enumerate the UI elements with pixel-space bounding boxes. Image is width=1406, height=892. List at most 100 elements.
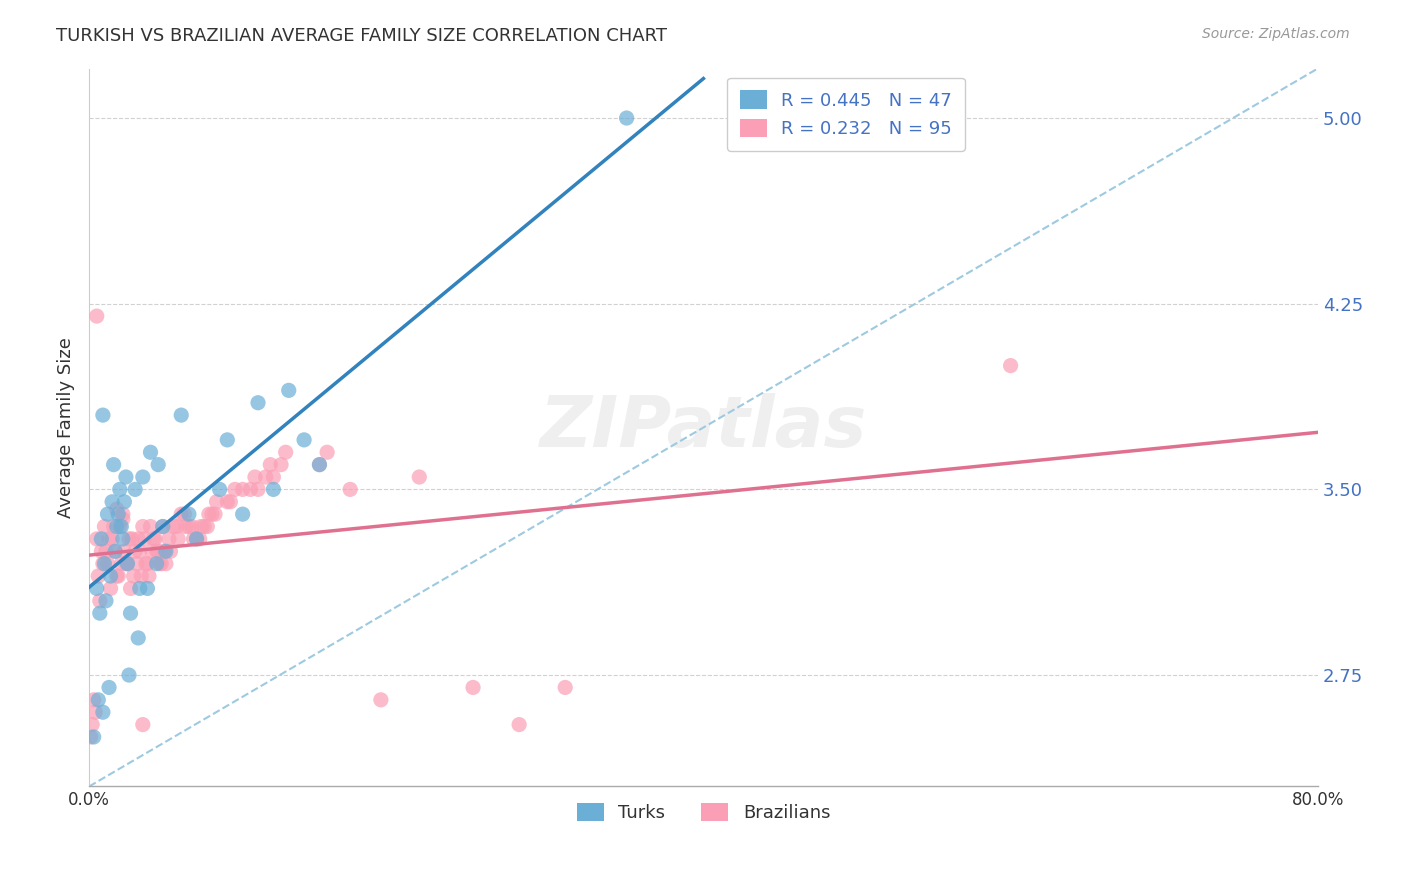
Brazilians xyxy=(262,470,284,484)
Turks xyxy=(262,483,284,497)
Brazilians xyxy=(107,569,129,583)
Turks xyxy=(152,519,174,533)
Brazilians xyxy=(132,519,155,533)
Turks xyxy=(104,544,127,558)
Brazilians xyxy=(136,557,159,571)
Turks xyxy=(170,408,193,422)
Turks xyxy=(155,544,177,558)
Brazilians xyxy=(111,512,134,526)
Brazilians xyxy=(232,483,254,497)
Brazilians xyxy=(86,532,108,546)
Brazilians xyxy=(270,458,292,472)
Turks xyxy=(148,458,170,472)
Brazilians xyxy=(177,519,200,533)
Turks xyxy=(127,631,149,645)
Brazilians xyxy=(159,544,181,558)
Brazilians xyxy=(83,693,105,707)
Turks xyxy=(186,532,208,546)
Turks xyxy=(98,681,121,695)
Brazilians xyxy=(155,557,177,571)
Brazilians xyxy=(103,519,125,533)
Turks xyxy=(94,594,117,608)
Turks xyxy=(105,519,128,533)
Brazilians xyxy=(105,569,128,583)
Brazilians xyxy=(204,507,226,521)
Brazilians xyxy=(174,519,197,533)
Brazilians xyxy=(219,495,242,509)
Brazilians xyxy=(148,544,170,558)
Brazilians xyxy=(190,519,212,533)
Turks xyxy=(136,582,159,596)
Turks xyxy=(177,507,200,521)
Brazilians xyxy=(198,507,221,521)
Turks xyxy=(107,507,129,521)
Turks xyxy=(91,408,114,422)
Brazilians xyxy=(316,445,339,459)
Brazilians xyxy=(89,594,111,608)
Brazilians xyxy=(166,519,188,533)
Brazilians xyxy=(82,717,104,731)
Brazilians xyxy=(129,569,152,583)
Turks xyxy=(247,396,270,410)
Brazilians xyxy=(224,483,246,497)
Brazilians xyxy=(96,557,118,571)
Brazilians xyxy=(149,557,172,571)
Brazilians xyxy=(135,557,157,571)
Brazilians xyxy=(247,483,270,497)
Brazilians xyxy=(128,544,150,558)
Brazilians xyxy=(118,532,141,546)
Brazilians xyxy=(183,532,205,546)
Brazilians xyxy=(141,544,163,558)
Brazilians xyxy=(274,445,297,459)
Brazilians xyxy=(120,582,142,596)
Turks xyxy=(217,433,239,447)
Brazilians xyxy=(86,309,108,323)
Brazilians xyxy=(139,519,162,533)
Turks xyxy=(308,458,330,472)
Brazilians xyxy=(461,681,484,695)
Brazilians xyxy=(370,693,392,707)
Text: ZIPatlas: ZIPatlas xyxy=(540,393,868,462)
Text: TURKISH VS BRAZILIAN AVERAGE FAMILY SIZE CORRELATION CHART: TURKISH VS BRAZILIAN AVERAGE FAMILY SIZE… xyxy=(56,27,668,45)
Turks xyxy=(292,433,315,447)
Turks xyxy=(112,495,135,509)
Brazilians xyxy=(98,532,121,546)
Brazilians xyxy=(142,532,165,546)
Brazilians xyxy=(150,557,173,571)
Brazilians xyxy=(105,502,128,516)
Turks xyxy=(120,606,142,620)
Brazilians xyxy=(243,470,266,484)
Turks xyxy=(101,495,124,509)
Brazilians xyxy=(408,470,430,484)
Brazilians xyxy=(79,730,101,744)
Brazilians xyxy=(162,519,184,533)
Brazilians xyxy=(195,519,218,533)
Brazilians xyxy=(153,544,176,558)
Turks xyxy=(145,557,167,571)
Turks xyxy=(111,532,134,546)
Brazilians xyxy=(115,557,138,571)
Brazilians xyxy=(117,557,139,571)
Turks xyxy=(93,557,115,571)
Brazilians xyxy=(170,507,193,521)
Brazilians xyxy=(508,717,530,731)
Brazilians xyxy=(138,569,160,583)
Brazilians xyxy=(90,544,112,558)
Brazilians xyxy=(125,557,148,571)
Turks xyxy=(86,582,108,596)
Y-axis label: Average Family Size: Average Family Size xyxy=(58,337,75,518)
Brazilians xyxy=(145,544,167,558)
Brazilians xyxy=(112,544,135,558)
Brazilians xyxy=(205,495,228,509)
Brazilians xyxy=(152,519,174,533)
Brazilians xyxy=(121,532,143,546)
Turks xyxy=(616,111,638,125)
Turks xyxy=(118,668,141,682)
Brazilians xyxy=(193,519,215,533)
Turks xyxy=(124,483,146,497)
Legend: Turks, Brazilians: Turks, Brazilians xyxy=(564,790,842,835)
Brazilians xyxy=(186,532,208,546)
Brazilians xyxy=(122,569,145,583)
Brazilians xyxy=(254,470,277,484)
Turks xyxy=(100,569,122,583)
